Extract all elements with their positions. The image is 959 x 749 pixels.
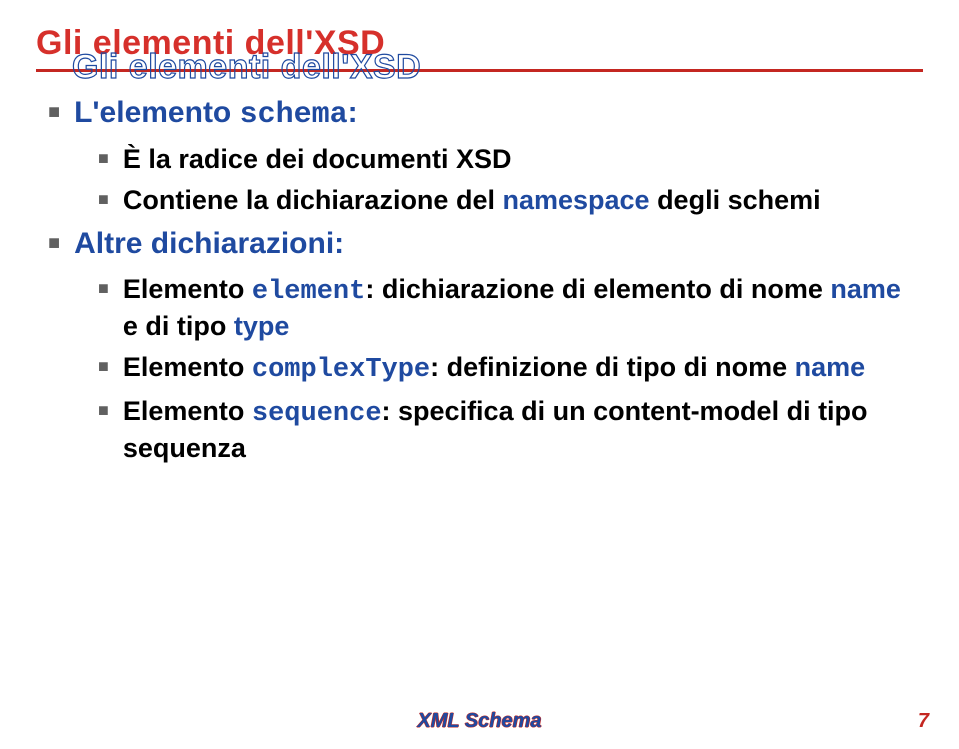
text: :: [348, 96, 358, 129]
square-bullet-icon: ■: [98, 188, 109, 211]
square-bullet-icon: ■: [98, 355, 109, 378]
slide-title: Gli elementi dell'XSD Gli elementi dell'…: [36, 24, 923, 63]
keyword-namespace: namespace: [502, 185, 649, 215]
page-number: 7: [918, 710, 929, 733]
title-stroke: Gli elementi dell'XSD: [72, 48, 421, 87]
text: Elemento: [123, 274, 252, 304]
list-item: ■ Elemento sequence: specifica di un con…: [98, 394, 923, 466]
square-bullet-icon: ■: [48, 231, 60, 257]
content: ■ L'elemento schema: ■ È la radice dei d…: [36, 94, 923, 466]
lvl2-text: Elemento complexType: definizione di tip…: [123, 350, 865, 388]
text: e di tipo: [123, 311, 234, 341]
lvl2-text: Contiene la dichiarazione del namespace …: [123, 183, 821, 218]
bullet-lvl1-schema: ■ L'elemento schema:: [36, 94, 923, 134]
bullet-lvl1-altre: ■ Altre dichiarazioni:: [36, 225, 923, 263]
list-item: ■ Altre dichiarazioni:: [48, 225, 923, 263]
footer: XML Schema: [0, 710, 959, 733]
text: : dichiarazione di elemento di nome: [365, 274, 830, 304]
text: : definizione di tipo di nome: [430, 352, 794, 382]
text: Contiene la dichiarazione del: [123, 185, 503, 215]
text: Elemento: [123, 352, 252, 382]
list-item: ■ Elemento complexType: definizione di t…: [98, 350, 923, 388]
slide: Gli elementi dell'XSD Gli elementi dell'…: [0, 0, 959, 749]
keyword-name: name: [795, 352, 866, 382]
bullet-lvl2-decl: ■ Elemento element: dichiarazione di ele…: [36, 272, 923, 466]
square-bullet-icon: ■: [98, 277, 109, 300]
list-item: ■ Contiene la dichiarazione del namespac…: [98, 183, 923, 218]
footer-label: XML Schema: [417, 710, 541, 732]
text: L'elemento: [74, 96, 240, 129]
keyword-sequence: sequence: [252, 399, 382, 429]
keyword-element: element: [252, 277, 365, 307]
bullet-lvl2-group: ■ È la radice dei documenti XSD ■ Contie…: [36, 142, 923, 217]
square-bullet-icon: ■: [98, 399, 109, 422]
lvl2-text: È la radice dei documenti XSD: [123, 142, 512, 177]
square-bullet-icon: ■: [98, 147, 109, 170]
square-bullet-icon: ■: [48, 100, 60, 126]
lvl1-text: Altre dichiarazioni:: [74, 225, 344, 263]
text: degli schemi: [650, 185, 821, 215]
keyword-name: name: [830, 274, 901, 304]
list-item: ■ L'elemento schema:: [48, 94, 923, 134]
keyword-type: type: [234, 311, 290, 341]
lvl1-text: L'elemento schema:: [74, 94, 358, 134]
title-wrap: Gli elementi dell'XSD Gli elementi dell'…: [36, 24, 923, 63]
lvl2-text: Elemento element: dichiarazione di eleme…: [123, 272, 923, 344]
text: Elemento: [123, 396, 252, 426]
list-item: ■ Elemento element: dichiarazione di ele…: [98, 272, 923, 344]
list-item: ■ È la radice dei documenti XSD: [98, 142, 923, 177]
keyword-schema: schema: [240, 98, 348, 132]
keyword-complextype: complexType: [252, 355, 430, 385]
lvl2-text: Elemento sequence: specifica di un conte…: [123, 394, 923, 466]
